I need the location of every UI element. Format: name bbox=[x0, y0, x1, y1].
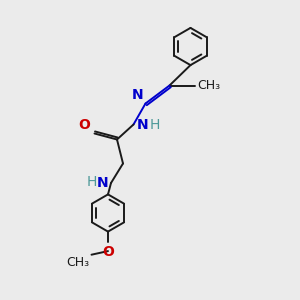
Text: CH₃: CH₃ bbox=[197, 79, 220, 92]
Text: N: N bbox=[96, 176, 108, 190]
Text: CH₃: CH₃ bbox=[66, 256, 89, 269]
Text: H: H bbox=[87, 175, 98, 188]
Text: H: H bbox=[150, 118, 160, 132]
Text: O: O bbox=[102, 244, 114, 259]
Text: N: N bbox=[132, 88, 144, 102]
Text: O: O bbox=[79, 118, 91, 132]
Text: N: N bbox=[137, 118, 149, 132]
